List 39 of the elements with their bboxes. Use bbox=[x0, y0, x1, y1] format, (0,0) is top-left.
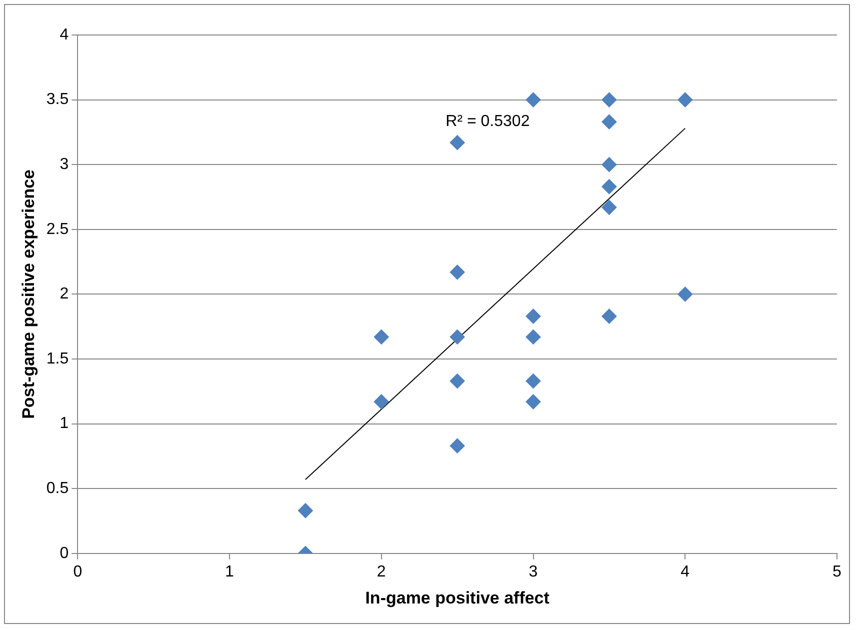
point bbox=[602, 200, 617, 215]
point bbox=[526, 394, 541, 410]
point bbox=[602, 308, 617, 324]
point bbox=[450, 438, 465, 454]
point bbox=[450, 264, 465, 280]
point bbox=[374, 394, 389, 410]
y-tick-label: 0.5 bbox=[46, 480, 69, 498]
x-tick-label: 0 bbox=[73, 563, 82, 580]
point bbox=[298, 503, 313, 518]
annotation: R² = 0.5302 bbox=[446, 112, 530, 130]
point bbox=[602, 92, 617, 108]
y-tick-label: 0 bbox=[60, 544, 69, 562]
y-tick-label: 3 bbox=[60, 156, 69, 174]
point bbox=[526, 308, 541, 324]
x-tick-label: 1 bbox=[225, 563, 234, 580]
x-axis-title: In-game positive affect bbox=[365, 588, 550, 608]
x-tick-label: 5 bbox=[832, 563, 842, 580]
y-tick-label: 3.5 bbox=[46, 91, 69, 108]
point bbox=[374, 329, 389, 344]
point bbox=[526, 329, 541, 344]
y-tick-label: 1 bbox=[60, 415, 69, 432]
y-tick-label: 1.5 bbox=[46, 350, 69, 368]
point bbox=[526, 374, 541, 389]
point bbox=[678, 286, 693, 302]
point bbox=[602, 114, 617, 130]
x-tick-label: 4 bbox=[680, 563, 690, 580]
y-tick-label: 2.5 bbox=[46, 220, 69, 238]
point bbox=[602, 157, 617, 172]
point bbox=[602, 179, 617, 194]
point bbox=[450, 135, 465, 150]
x-tick-label: 3 bbox=[528, 563, 538, 580]
y-tick-label: 2 bbox=[60, 286, 69, 303]
x-tick-label: 2 bbox=[376, 563, 386, 580]
point bbox=[678, 92, 693, 108]
point bbox=[450, 374, 465, 389]
y-axis-title: Post-game positive experience bbox=[18, 169, 38, 419]
point bbox=[450, 329, 465, 344]
y-tick-label: 4 bbox=[60, 26, 69, 44]
point bbox=[526, 92, 541, 108]
